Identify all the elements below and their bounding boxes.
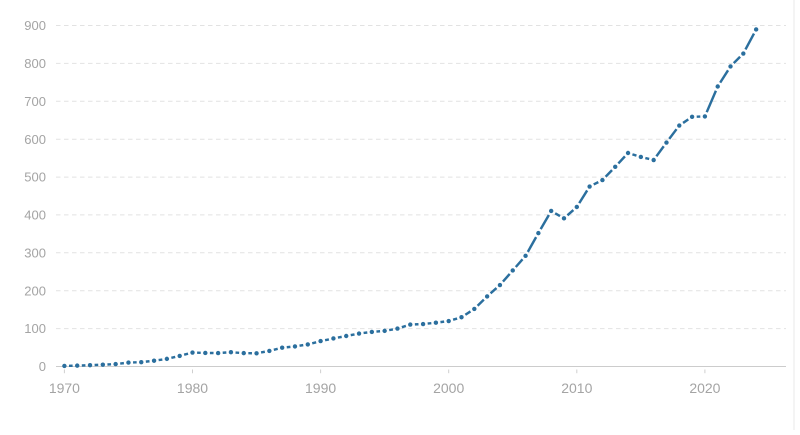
svg-text:600: 600: [24, 132, 46, 147]
svg-text:300: 300: [24, 245, 46, 260]
svg-text:500: 500: [24, 170, 46, 185]
svg-text:1990: 1990: [305, 380, 336, 396]
svg-text:800: 800: [24, 56, 46, 71]
svg-text:100: 100: [24, 321, 46, 336]
svg-text:700: 700: [24, 94, 46, 109]
svg-text:1980: 1980: [177, 380, 208, 396]
svg-text:400: 400: [24, 208, 46, 223]
svg-text:2000: 2000: [433, 380, 464, 396]
svg-text:2020: 2020: [689, 380, 720, 396]
svg-text:0: 0: [39, 359, 46, 374]
svg-text:200: 200: [24, 283, 46, 298]
svg-text:2010: 2010: [561, 380, 592, 396]
svg-text:900: 900: [24, 18, 46, 33]
svg-text:1970: 1970: [49, 380, 80, 396]
